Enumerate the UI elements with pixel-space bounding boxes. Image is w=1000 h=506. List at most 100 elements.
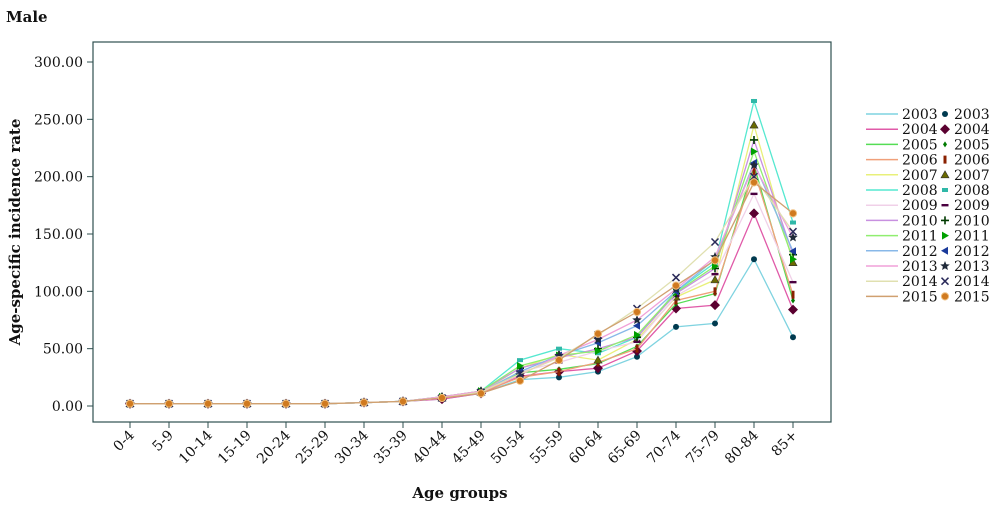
data-point	[476, 389, 486, 398]
data-point	[749, 178, 759, 187]
x-tick-label: 70-74	[644, 427, 684, 467]
series-line	[130, 137, 794, 405]
series-layer	[125, 98, 798, 409]
data-point	[749, 208, 759, 219]
legend-item: 2015 2015	[866, 289, 990, 305]
legend-label: 2003	[902, 107, 938, 123]
data-point	[710, 237, 720, 247]
data-point	[595, 351, 601, 356]
data-point	[517, 358, 523, 363]
series-2008	[127, 98, 796, 406]
data-point	[595, 346, 602, 355]
data-point	[674, 296, 678, 305]
x-tick-label: 60-64	[566, 427, 606, 467]
series-line	[130, 122, 794, 405]
data-point	[673, 323, 679, 330]
legend-item: 2005 2005	[866, 137, 990, 153]
data-point	[751, 256, 757, 263]
legend-label: 2013	[902, 259, 938, 275]
legend-marker-swatch	[943, 141, 947, 148]
legend-item: 2009 2009	[866, 198, 990, 214]
series-line	[130, 181, 794, 405]
legend-label: 2007	[902, 168, 938, 184]
x-tick-label: 45-49	[449, 428, 489, 468]
y-tick-label: 250.00	[34, 112, 83, 128]
series-2012	[126, 158, 796, 408]
legend-label: 2015	[902, 289, 938, 305]
data-point	[633, 340, 641, 343]
legend-item: 2013 2013	[866, 259, 990, 275]
data-point	[632, 315, 642, 325]
data-point	[788, 232, 798, 242]
series-2004	[125, 208, 798, 409]
legend-item: 2014 2014	[866, 274, 990, 290]
x-tick-label: 25-29	[293, 428, 333, 468]
legend-label: 2010	[954, 213, 990, 229]
data-point	[554, 350, 564, 360]
data-point	[515, 376, 525, 385]
data-point	[593, 329, 603, 338]
series-2006	[128, 166, 795, 408]
data-point	[437, 393, 447, 403]
x-tick-label: 50-54	[488, 427, 528, 467]
legend-item: 2006 2006	[866, 153, 990, 169]
plot-frame	[92, 41, 832, 423]
data-point	[593, 355, 603, 364]
chart-title: Male	[6, 8, 48, 26]
x-axis: 0-4 5-9 10-14 15-19 20-24 25-29 30-34 35-39 40-4…	[111, 422, 801, 467]
series-line	[130, 168, 794, 405]
legend-label: 2003	[954, 107, 990, 123]
legend-item: 2004 2004	[866, 122, 990, 138]
legend-marker-swatch	[942, 231, 949, 240]
x-axis-title: Age groups	[411, 484, 507, 502]
y-tick-label: 150.00	[34, 227, 83, 243]
data-point	[751, 98, 757, 103]
data-point	[750, 192, 758, 196]
data-point	[557, 367, 561, 376]
legend-label: 2006	[902, 153, 938, 169]
data-point	[790, 255, 797, 264]
legend-marker-swatch	[943, 155, 947, 164]
legend-marker-swatch	[942, 111, 948, 117]
data-point	[788, 227, 798, 236]
legend-label: 2011	[902, 229, 938, 245]
legend-item: 2008 2008	[866, 183, 990, 199]
legend-marker-swatch	[940, 170, 950, 179]
data-point	[710, 300, 720, 311]
data-point	[556, 346, 562, 351]
legend-item: 2010 2010	[866, 213, 990, 229]
data-point	[554, 356, 564, 365]
x-tick-label: 5-9	[150, 428, 177, 455]
legend-label: 2014	[954, 274, 990, 290]
y-tick-label: 100.00	[34, 284, 83, 300]
legend-label: 2012	[902, 244, 938, 260]
legend-marker-swatch	[940, 124, 950, 135]
data-point	[671, 281, 681, 290]
data-point	[711, 272, 719, 276]
data-point	[791, 290, 795, 299]
data-point	[789, 280, 797, 284]
data-point	[790, 220, 796, 225]
x-tick-label: 80-84	[722, 427, 762, 467]
data-point	[593, 334, 603, 344]
legend-label: 2014	[902, 274, 938, 290]
data-point	[790, 334, 796, 341]
series-2015	[125, 178, 798, 408]
data-point	[713, 287, 717, 296]
legend-label: 2009	[902, 198, 938, 214]
legend-label: 2005	[954, 137, 990, 153]
data-point	[517, 361, 524, 370]
series-2007	[125, 120, 798, 408]
data-point	[751, 147, 758, 156]
y-tick-label: 50.00	[43, 342, 83, 358]
series-line	[130, 161, 794, 405]
data-point	[515, 369, 525, 378]
series-line	[130, 162, 794, 405]
series-2014	[125, 172, 798, 408]
data-point	[320, 399, 330, 408]
series-line	[130, 211, 794, 405]
data-point	[788, 304, 798, 315]
x-tick-label: 0-4	[111, 427, 138, 454]
legend-label: 2008	[902, 183, 938, 199]
